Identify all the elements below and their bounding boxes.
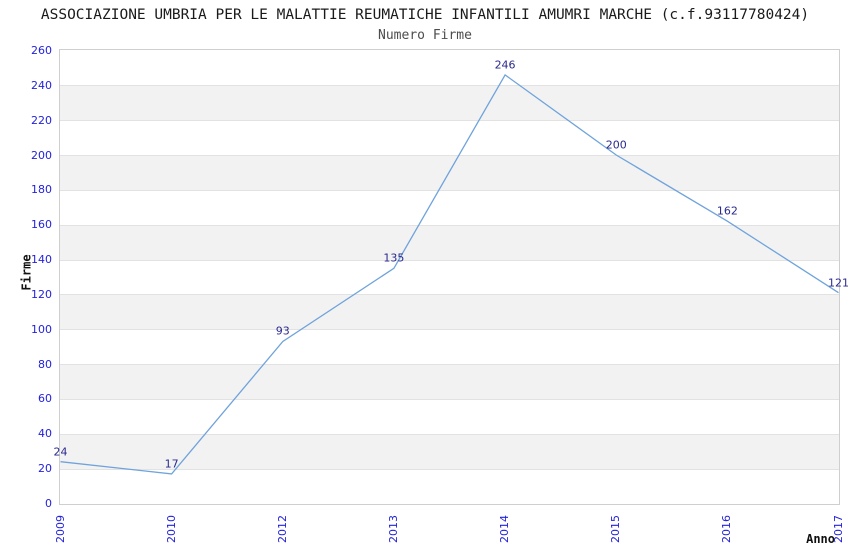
y-axis-title: Firme	[19, 254, 34, 291]
data-point-label: 162	[716, 204, 738, 218]
y-tick-label: 40	[38, 427, 52, 441]
plot-band	[60, 84, 839, 120]
data-point-label: 121	[828, 276, 849, 290]
y-tick-label: 60	[38, 392, 52, 406]
plot-band	[60, 364, 839, 400]
gridline	[60, 329, 839, 330]
gridline	[60, 120, 839, 121]
x-tick-label: 2013	[386, 515, 400, 543]
data-point-label: 17	[164, 457, 179, 471]
series-polyline	[60, 73, 839, 475]
y-tick-label: 260	[31, 44, 52, 57]
chart-subtitle: Numero Firme	[378, 28, 472, 43]
y-tick-label: 20	[38, 462, 52, 476]
y-tick-label: 120	[31, 287, 52, 301]
y-tick-label: 0	[45, 497, 52, 510]
gridline	[60, 190, 839, 191]
gridline	[60, 260, 839, 261]
x-tick-label: 2012	[275, 515, 289, 543]
gridline	[60, 399, 839, 400]
plot-area: 24 17 93 135 246 200 162 121	[54, 49, 849, 505]
x-tick-label: 2016	[720, 515, 734, 543]
gridline	[60, 85, 839, 86]
data-point-label: 135	[383, 251, 405, 265]
y-tick-label: 220	[31, 113, 52, 127]
x-tick-label: 2010	[164, 515, 178, 543]
x-tick-label: 2014	[498, 515, 512, 543]
y-tick-label: 180	[31, 183, 52, 197]
x-tick-label: 2015	[609, 515, 623, 543]
plot-band	[60, 294, 839, 330]
x-axis-title: Anno	[806, 532, 835, 546]
y-tick-label: 200	[31, 148, 52, 162]
data-point-label: 246	[494, 58, 516, 72]
data-point-label: 200	[605, 138, 627, 152]
gridline	[60, 225, 839, 226]
y-tick-label: 140	[31, 253, 52, 267]
gridline	[60, 364, 839, 365]
gridline	[60, 155, 839, 156]
y-tick-label: 80	[38, 357, 52, 371]
y-tick-label: 100	[31, 322, 52, 336]
data-point-label: 93	[275, 324, 290, 338]
gridline	[60, 469, 839, 470]
plot-band	[60, 224, 839, 260]
gridline	[60, 294, 839, 295]
series-line	[60, 73, 839, 475]
x-tick-label: 2009	[53, 515, 67, 543]
y-tick-label: 240	[31, 78, 52, 92]
gridline	[60, 434, 839, 435]
data-point-label: 24	[53, 445, 68, 459]
chart-title: ASSOCIAZIONE UMBRIA PER LE MALATTIE REUM…	[40, 7, 810, 23]
y-tick-label: 160	[31, 218, 52, 232]
